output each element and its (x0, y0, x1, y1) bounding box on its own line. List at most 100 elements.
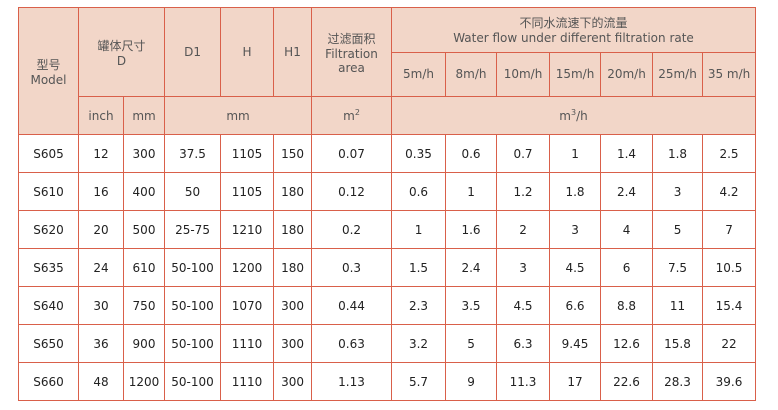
table-cell: 750 (122, 286, 166, 325)
table-cell: 180 (273, 248, 313, 287)
table-cell: 25-75 (164, 210, 222, 249)
table-cell: 1.13 (311, 362, 393, 401)
table-cell: 3 (496, 248, 551, 287)
table-cell: 1.2 (496, 172, 551, 211)
table-cell: 0.63 (311, 324, 393, 363)
table-cell: 50-100 (164, 248, 222, 287)
table-cell: 9 (445, 362, 498, 401)
table-cell: 50-100 (164, 362, 222, 401)
table-row: S605 12 300 37.5 1105 150 0.07 0.35 0.6 0.7 1 1.4 1.… (18, 134, 757, 173)
table-cell: 22.6 (600, 362, 654, 401)
flow-unit: m3/h (391, 96, 757, 135)
table-cell: 300 (273, 324, 313, 363)
table-cell: 300 (273, 362, 313, 401)
table-row: S650 36 900 50-100 1110 300 0.63 3.2 5 6.3 9.45 12.… (18, 324, 757, 363)
table-cell: 0.2 (311, 210, 393, 249)
table-cell: 6.6 (549, 286, 602, 325)
table-cell: 400 (122, 172, 166, 211)
table-cell: 2.4 (600, 172, 654, 211)
table-cell: 2.3 (391, 286, 447, 325)
table-cell: 2.5 (702, 134, 757, 173)
table-cell: 1.5 (391, 248, 447, 287)
table-row: S660 48 1200 50-100 1110 300 1.13 5.7 9 11.3 17 22.… (18, 362, 757, 401)
table-cell: 50-100 (164, 324, 222, 363)
table-cell: 1200 (220, 248, 275, 287)
table-cell: 1 (445, 172, 498, 211)
table-cell: S605 (18, 134, 79, 173)
table-cell: 1070 (220, 286, 275, 325)
rate-header: 10m/h (496, 51, 551, 97)
table-cell: 4.2 (702, 172, 757, 211)
table-cell: 12.6 (600, 324, 654, 363)
table-cell: 36 (78, 324, 124, 363)
table-cell: 3 (652, 172, 704, 211)
table-row: S620 20 500 25-75 1210 180 0.2 1 1.6 2 3 4 5 7 (18, 210, 757, 249)
table-cell: 11 (652, 286, 704, 325)
table-cell: S650 (18, 324, 79, 363)
rate-header: 25m/h (652, 51, 704, 97)
table-cell: 28.3 (652, 362, 704, 401)
table-row: S640 30 750 50-100 1070 300 0.44 2.3 3.5 4.5 6.6 8.… (18, 286, 757, 325)
mm-unit: mm (122, 96, 166, 135)
table-row: S610 16 400 50 1105 180 0.12 0.6 1 1.2 1.8 2.4 3 4.2 (18, 172, 757, 211)
table-cell: 12 (78, 134, 124, 173)
table-cell: 0.07 (311, 134, 393, 173)
h-header: H (220, 7, 275, 97)
table-cell: 3 (549, 210, 602, 249)
inch-unit: inch (78, 96, 124, 135)
table-cell: 2.4 (445, 248, 498, 287)
table-cell: 3.5 (445, 286, 498, 325)
table-cell: 30 (78, 286, 124, 325)
rate-header: 15m/h (549, 51, 602, 97)
table-cell: 1210 (220, 210, 275, 249)
table-cell: 1.8 (549, 172, 602, 211)
table-cell: 1.8 (652, 134, 704, 173)
table-cell: 6 (600, 248, 654, 287)
table-cell: S660 (18, 362, 79, 401)
table-cell: 500 (122, 210, 166, 249)
table-cell: 5 (445, 324, 498, 363)
table-cell: 1105 (220, 172, 275, 211)
table-cell: 16 (78, 172, 124, 211)
table-cell: 1110 (220, 324, 275, 363)
rate-header: 35 m/h (702, 51, 757, 97)
table-cell: 0.6 (445, 134, 498, 173)
table-cell: 4.5 (549, 248, 602, 287)
area-header: 过滤面积 Filtration area (311, 7, 393, 97)
table-cell: 1 (391, 210, 447, 249)
table-cell: 180 (273, 210, 313, 249)
table-cell: 7 (702, 210, 757, 249)
table-cell: S635 (18, 248, 79, 287)
table-cell: 24 (78, 248, 124, 287)
table-cell: S640 (18, 286, 79, 325)
table-cell: 15.8 (652, 324, 704, 363)
table-cell: 37.5 (164, 134, 222, 173)
table-cell: 0.44 (311, 286, 393, 325)
table-cell: 4 (600, 210, 654, 249)
table-cell: 4.5 (496, 286, 551, 325)
table-cell: 10.5 (702, 248, 757, 287)
table-cell: 0.3 (311, 248, 393, 287)
flow-header: 不同水流速下的流量 Water flow under different filt… (391, 7, 757, 53)
rate-header: 8m/h (445, 51, 498, 97)
table-cell: 17 (549, 362, 602, 401)
table-cell: 150 (273, 134, 313, 173)
table-cell: 1 (549, 134, 602, 173)
table-cell: 39.6 (702, 362, 757, 401)
table-cell: 1.6 (445, 210, 498, 249)
tank-size-header: 罐体尺寸 D (77, 7, 166, 97)
table-cell: 3.2 (391, 324, 447, 363)
area-unit: m2 (311, 96, 393, 135)
table-cell: 48 (78, 362, 124, 401)
h1-header: H1 (273, 7, 313, 97)
table-cell: 11.3 (496, 362, 551, 401)
rate-header: 5m/h (391, 51, 447, 97)
table-cell: 7.5 (652, 248, 704, 287)
table-cell: 180 (273, 172, 313, 211)
table-cell: 1.4 (600, 134, 654, 173)
table-cell: 300 (273, 286, 313, 325)
table-cell: 50 (164, 172, 222, 211)
table-cell: 50-100 (164, 286, 222, 325)
table-cell: 1110 (220, 362, 275, 401)
table-cell: 1200 (122, 362, 166, 401)
